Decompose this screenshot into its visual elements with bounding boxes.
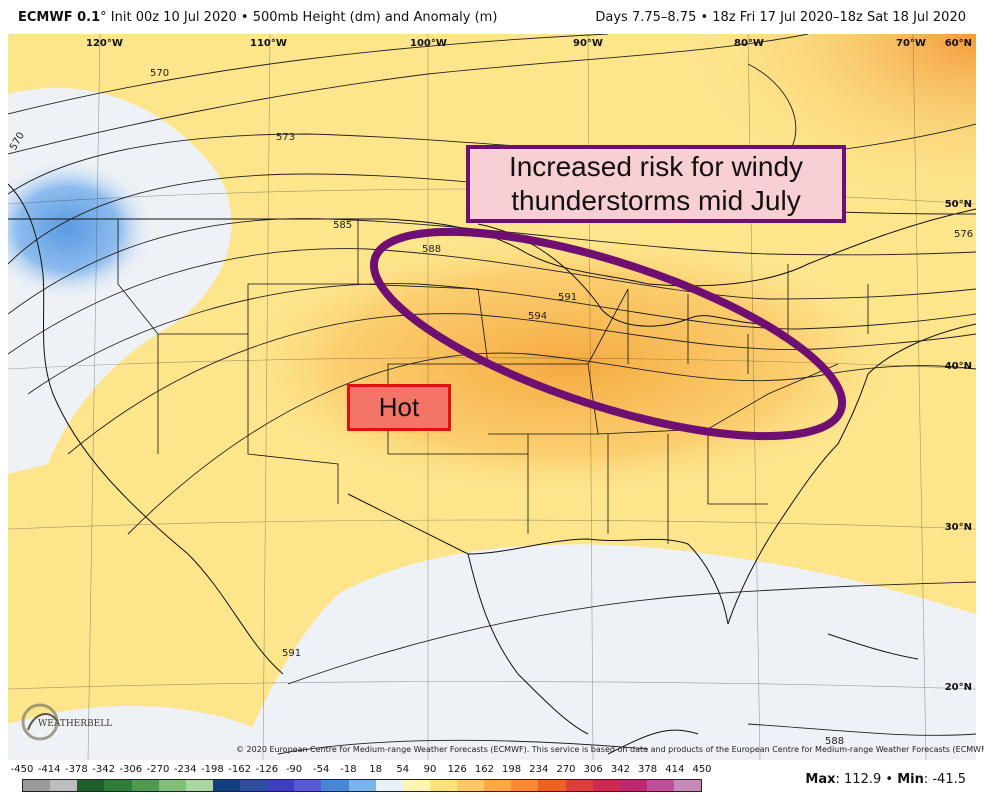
longitude-label: 70°W bbox=[896, 38, 926, 49]
longitude-label: 100°W bbox=[410, 38, 447, 49]
colorbar-tick-label: 198 bbox=[502, 764, 522, 775]
contour-label: 591 bbox=[282, 648, 302, 659]
colorbar-swatch bbox=[104, 780, 132, 791]
colorbar-tick-label: -162 bbox=[228, 764, 251, 775]
max-min-stats: Max: 112.9 • Min: -41.5 bbox=[805, 772, 966, 787]
latitude-label: 20°N bbox=[944, 682, 972, 693]
colorbar bbox=[22, 779, 702, 792]
colorbar-swatch bbox=[131, 780, 159, 791]
latitude-label: 30°N bbox=[944, 522, 972, 533]
colorbar-tick-label: -450 bbox=[10, 764, 34, 775]
min-label: Min bbox=[897, 772, 924, 787]
colorbar-swatch bbox=[185, 780, 213, 791]
latitude-label: 50°N bbox=[944, 199, 972, 210]
colorbar-tick-label: -234 bbox=[173, 764, 197, 775]
colorbar-swatch bbox=[23, 780, 51, 791]
contour-label: 585 bbox=[333, 220, 353, 231]
colorbar-swatch bbox=[619, 780, 647, 791]
colorbar-tick-label: -54 bbox=[313, 764, 330, 775]
risk-outline bbox=[369, 227, 847, 441]
colorbar-swatch bbox=[457, 780, 485, 791]
map-canvas bbox=[8, 34, 976, 760]
colorbar-swatch bbox=[484, 780, 512, 791]
header-title: ECMWF 0.1° Init 00z 10 Jul 2020 • 500mb … bbox=[18, 10, 497, 25]
colorbar-swatch bbox=[565, 780, 593, 791]
colorbar-swatch bbox=[511, 780, 539, 791]
colorbar-tick-label: 234 bbox=[529, 764, 549, 775]
colorbar-tick-label: 90 bbox=[423, 764, 437, 775]
min-value: -41.5 bbox=[932, 772, 966, 787]
longitude-label: 110°W bbox=[250, 38, 287, 49]
contour-label: 588 bbox=[825, 736, 845, 747]
colorbar-tick-label: 270 bbox=[556, 764, 576, 775]
header: ECMWF 0.1° Init 00z 10 Jul 2020 • 500mb … bbox=[0, 0, 984, 34]
contour-label: 591 bbox=[558, 292, 578, 303]
model-name: ECMWF 0.1 bbox=[18, 10, 101, 25]
colorbar-swatch bbox=[538, 780, 566, 791]
latitude-label: 60°N bbox=[944, 38, 972, 49]
contour-label: 573 bbox=[276, 132, 296, 143]
max-label: Max bbox=[805, 772, 836, 787]
colorbar-tick-label: -378 bbox=[65, 764, 88, 775]
logo-swirl-icon: WEATHERBELL bbox=[21, 703, 112, 741]
colorbar-swatch bbox=[267, 780, 295, 791]
colorbar-swatch bbox=[674, 780, 702, 791]
colorbar-swatch bbox=[321, 780, 349, 791]
colorbar-tick-label: -342 bbox=[92, 764, 115, 775]
colorbar-swatch bbox=[240, 780, 268, 791]
colorbar-swatch bbox=[294, 780, 322, 791]
copyright-notice: © 2020 European Centre for Medium-range … bbox=[236, 745, 984, 754]
valid-time: Days 7.75–8.75 • 18z Fri 17 Jul 2020–18z… bbox=[595, 10, 966, 25]
logo-text: WEATHERBELL bbox=[38, 719, 112, 729]
colorbar-tick-label: 378 bbox=[638, 764, 658, 775]
contour-label: 594 bbox=[528, 311, 548, 322]
colorbar-tick-label: -198 bbox=[201, 764, 224, 775]
weatherbell-logo: WEATHERBELL bbox=[20, 700, 112, 744]
contour-label: 576 bbox=[954, 229, 974, 240]
colorbar-tick-label: -90 bbox=[285, 764, 303, 775]
colorbar-tick-label: 342 bbox=[610, 764, 630, 775]
colorbar-tick-label: 18 bbox=[369, 764, 382, 775]
colorbar-swatch bbox=[348, 780, 376, 791]
neutral-anomaly-south bbox=[238, 544, 976, 760]
contour-label: 570 bbox=[150, 68, 170, 79]
colorbar-tick-label: 54 bbox=[396, 764, 410, 775]
init-info: ° Init 00z 10 Jul 2020 • 500mb Height (d… bbox=[100, 10, 498, 25]
latitude-label: 40°N bbox=[944, 361, 972, 372]
colorbar-swatch bbox=[402, 780, 430, 791]
colorbar-tick-label: -414 bbox=[37, 764, 61, 775]
contour-label: 588 bbox=[422, 244, 442, 255]
negative-anomaly-low bbox=[8, 159, 153, 299]
hot-callout: Hot bbox=[347, 384, 451, 431]
max-value: 112.9 bbox=[844, 772, 882, 787]
colorbar-swatch bbox=[212, 780, 240, 791]
longitude-label: 120°W bbox=[86, 38, 123, 49]
neutral-anomaly-southwest bbox=[8, 705, 268, 760]
thunderstorm-risk-callout: Increased risk for windy thunderstorms m… bbox=[466, 145, 846, 223]
longitude-label: 90°W bbox=[573, 38, 603, 49]
colorbar-swatch bbox=[592, 780, 620, 791]
colorbar-swatch bbox=[77, 780, 105, 791]
longitude-label: 80°W bbox=[734, 38, 764, 49]
colorbar-swatch bbox=[375, 780, 403, 791]
colorbar-tick-label: -18 bbox=[340, 764, 357, 775]
colorbar-tick-label: 414 bbox=[665, 764, 685, 775]
colorbar-swatch bbox=[429, 780, 457, 791]
colorbar-swatch bbox=[646, 780, 674, 791]
colorbar-tick-label: -126 bbox=[255, 764, 279, 775]
colorbar-tick-label: -306 bbox=[119, 764, 143, 775]
forecast-map bbox=[8, 34, 976, 760]
colorbar-tick-label: 162 bbox=[474, 764, 494, 775]
colorbar-labels: -450 -414 -378 -342 -306 -270 -234 -198 -162 -126… bbox=[11, 764, 712, 778]
colorbar-tick-label: 306 bbox=[583, 764, 603, 775]
colorbar-swatch bbox=[158, 780, 186, 791]
colorbar-tick-label: -270 bbox=[146, 764, 170, 775]
colorbar-tick-label: 450 bbox=[692, 764, 712, 775]
colorbar-tick-label: 126 bbox=[447, 764, 467, 775]
colorbar-swatch bbox=[50, 780, 78, 791]
